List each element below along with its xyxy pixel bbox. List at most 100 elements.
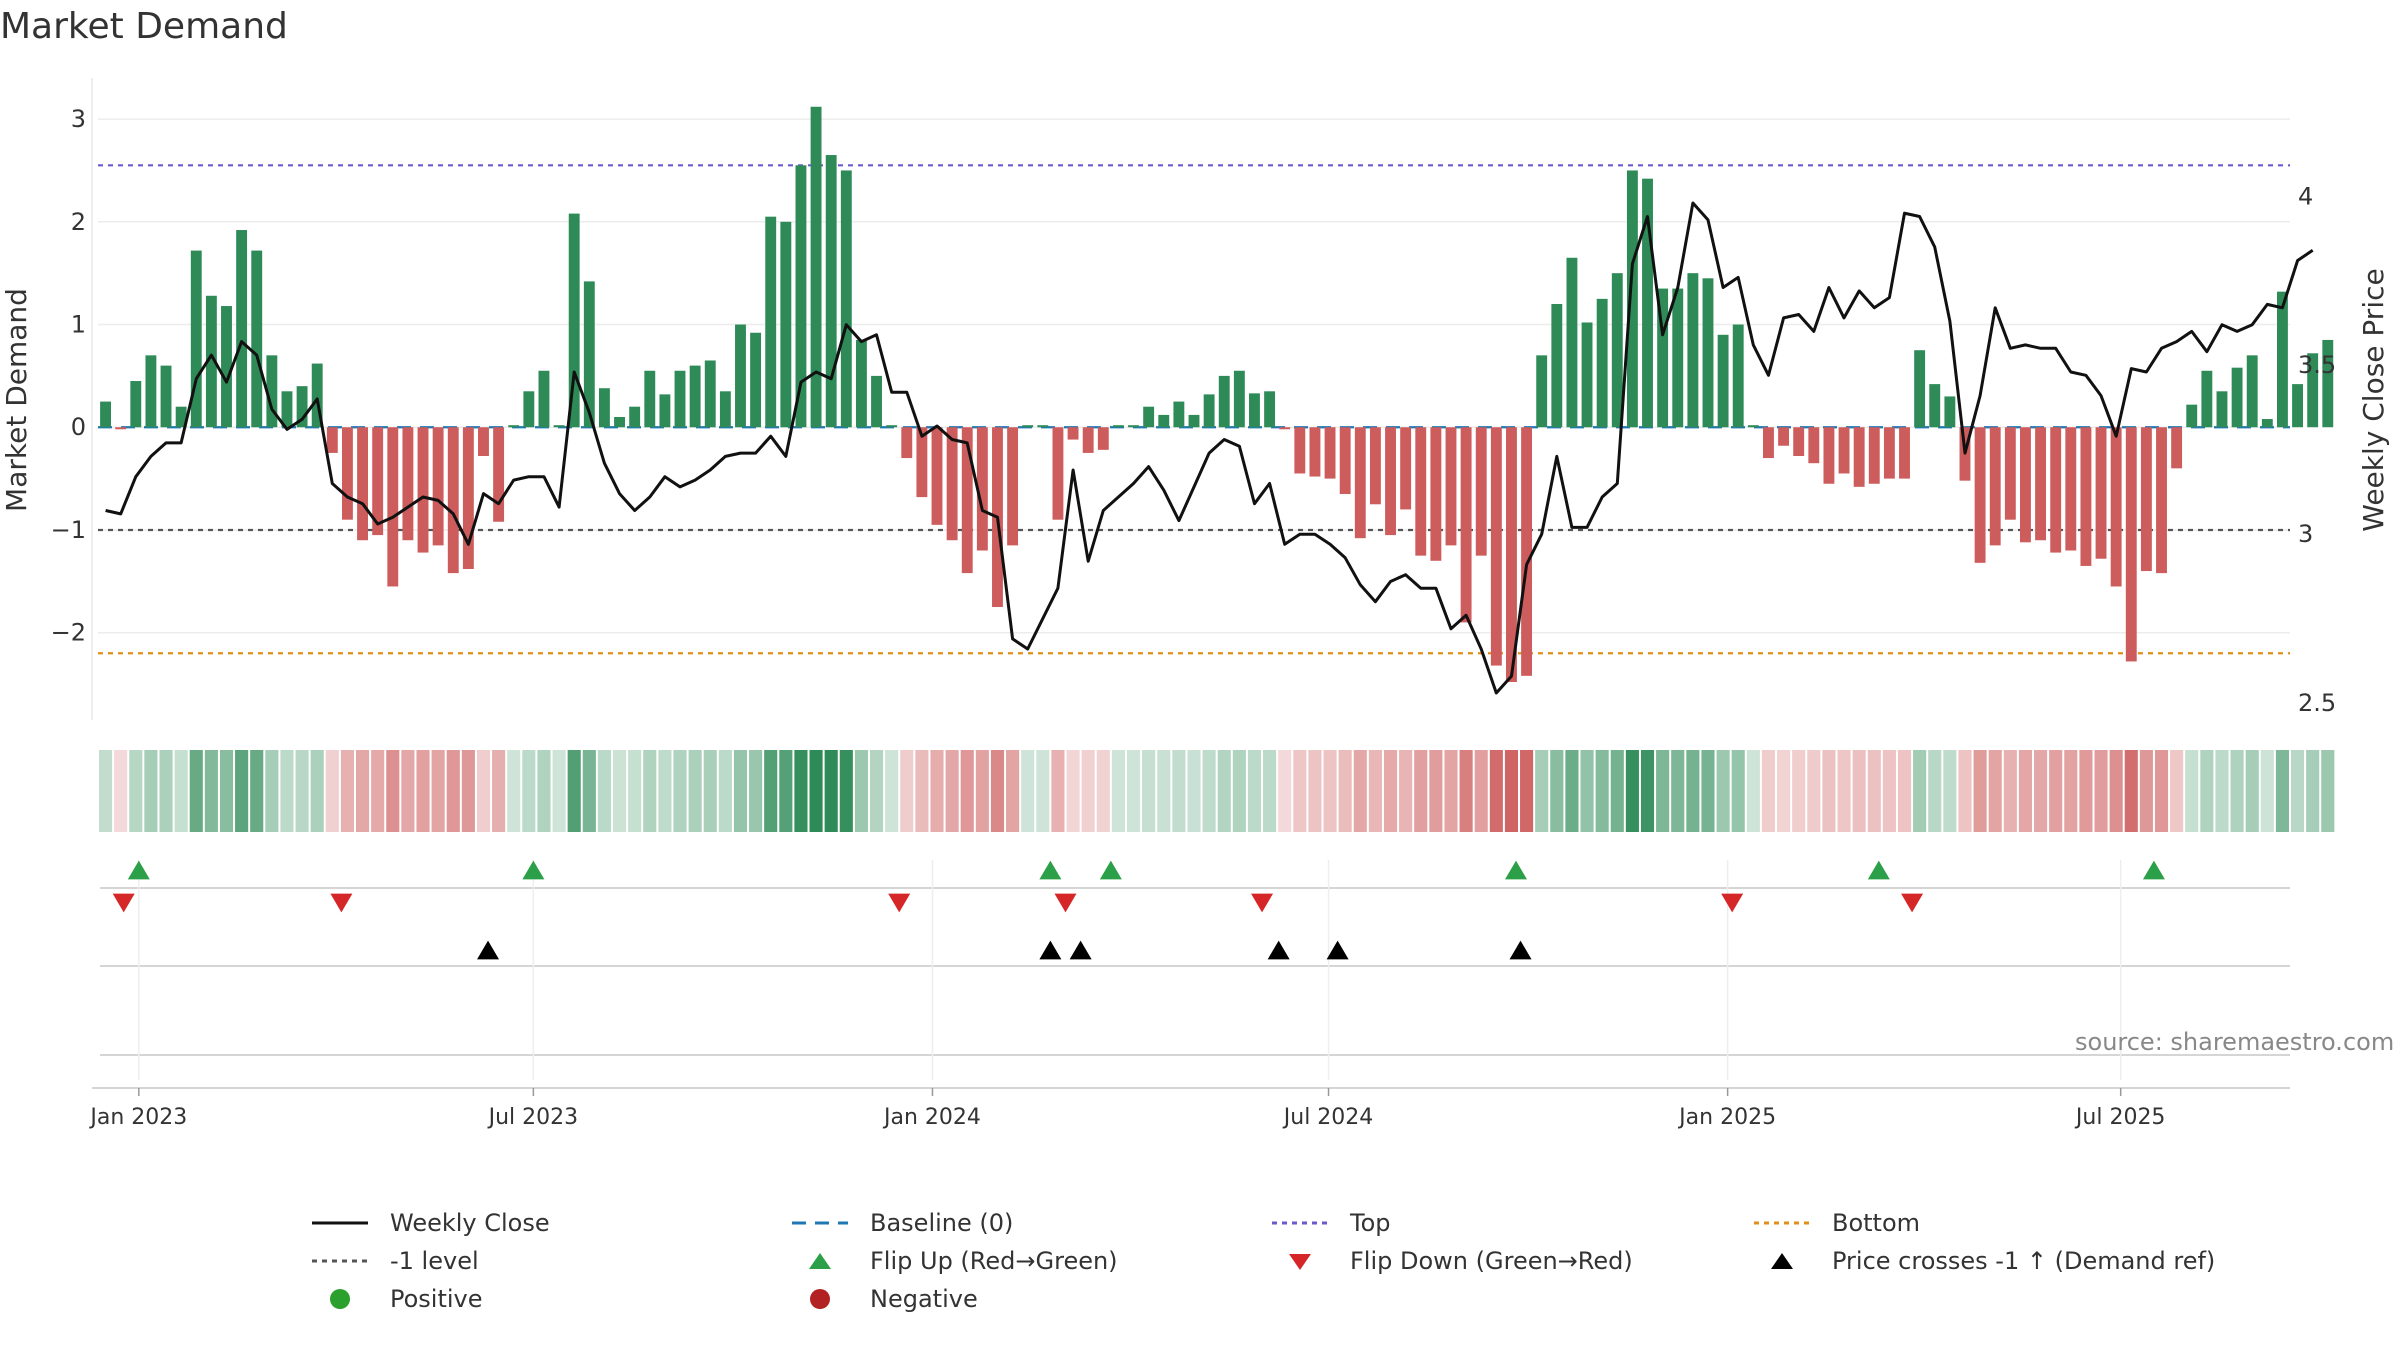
heat-cell bbox=[1928, 750, 1942, 832]
demand-bar bbox=[1249, 393, 1260, 428]
heat-cell bbox=[628, 750, 642, 832]
left-tick-label: 3 bbox=[71, 105, 86, 133]
demand-bar bbox=[2110, 427, 2122, 587]
event-markers bbox=[92, 860, 2290, 1096]
heat-cell bbox=[340, 750, 354, 832]
heat-cell bbox=[809, 750, 823, 832]
heat-cell bbox=[1837, 750, 1851, 832]
demand-bar bbox=[2095, 427, 2107, 559]
demand-bar bbox=[1354, 427, 1366, 539]
heat-cell bbox=[1520, 750, 1534, 832]
demand-bar bbox=[553, 425, 565, 428]
demand-bar bbox=[2322, 339, 2334, 428]
demand-bar bbox=[1702, 278, 1714, 428]
heat-cell bbox=[1716, 750, 1730, 832]
demand-bar bbox=[1868, 427, 1880, 484]
demand-bar bbox=[281, 391, 293, 428]
heat-cell bbox=[2154, 750, 2169, 832]
demand-bar bbox=[1763, 427, 1774, 459]
demand-bar bbox=[2246, 355, 2258, 428]
heat-cell bbox=[1126, 750, 1141, 832]
heat-cell bbox=[1323, 750, 1337, 832]
market-demand-chart: Market Demand 3 2 1 0 −1 −2 4 3.5 3 2.5 Jan 2023 Ju… bbox=[0, 6, 2394, 1130]
demand-bar bbox=[175, 406, 187, 428]
heat-cell bbox=[1897, 750, 1912, 832]
heat-cell bbox=[1610, 750, 1624, 832]
demand-bar bbox=[1793, 427, 1805, 457]
demand-bar bbox=[916, 427, 928, 498]
heat-cell bbox=[144, 750, 158, 832]
heat-cell bbox=[1701, 750, 1715, 832]
heat-cell bbox=[2018, 750, 2033, 832]
demand-bar bbox=[2292, 384, 2304, 428]
demand-bar bbox=[1778, 427, 1790, 446]
legend-swatch-icon bbox=[312, 1259, 368, 1263]
heat-cell bbox=[1006, 750, 1020, 832]
demand-bar bbox=[871, 375, 882, 428]
demand-bar bbox=[1747, 425, 1759, 428]
weekly-close-line bbox=[105, 201, 2314, 695]
demand-bar bbox=[1430, 427, 1442, 561]
heat-cell bbox=[1232, 750, 1246, 832]
price-cross-marker bbox=[1509, 940, 1532, 960]
demand-bar bbox=[855, 339, 867, 428]
heat-cell bbox=[2049, 750, 2063, 832]
x-tick-label: Jan 2025 bbox=[1677, 1105, 1776, 1130]
heat-cell bbox=[1943, 750, 1957, 832]
heat-cell bbox=[507, 750, 521, 832]
legend-item: Top bbox=[1270, 1205, 1391, 1241]
heat-cell bbox=[1822, 750, 1836, 832]
heat-cell bbox=[1550, 750, 1564, 832]
legend-item: -1 level bbox=[310, 1243, 479, 1279]
heat-cell bbox=[1111, 750, 1125, 832]
demand-bar bbox=[1672, 288, 1684, 428]
heat-cell bbox=[2139, 750, 2153, 832]
heat-cell bbox=[2215, 750, 2229, 832]
heat-cell bbox=[915, 750, 929, 832]
heat-cell bbox=[1565, 750, 1579, 832]
demand-bar bbox=[1203, 394, 1215, 428]
heat-cell bbox=[492, 750, 506, 832]
heat-cell bbox=[869, 750, 884, 832]
legend-label: Baseline (0) bbox=[870, 1209, 1014, 1237]
demand-bar bbox=[1642, 178, 1653, 428]
price-cross-marker bbox=[1267, 940, 1290, 960]
price-cross-marker bbox=[1326, 940, 1349, 960]
heat-cell bbox=[597, 750, 611, 832]
legend-swatch-icon bbox=[1771, 1253, 1793, 1269]
heat-cell bbox=[2245, 750, 2259, 832]
left-tick-label: 1 bbox=[71, 311, 86, 339]
heat-cell bbox=[643, 750, 657, 832]
heat-cell bbox=[1640, 750, 1655, 832]
heat-cell bbox=[1746, 750, 1760, 832]
demand-bar bbox=[1385, 427, 1396, 536]
legend-item: Flip Down (Green→Red) bbox=[1270, 1243, 1633, 1279]
heat-cell bbox=[2003, 750, 2017, 832]
flip-up-marker bbox=[522, 860, 545, 880]
left-tick-label: −1 bbox=[51, 516, 86, 544]
legend-swatch-icon bbox=[1754, 1221, 1810, 1225]
demand-bar bbox=[568, 213, 580, 428]
heat-cell bbox=[1172, 750, 1186, 832]
heat-cell bbox=[1656, 750, 1670, 832]
heat-cell bbox=[1958, 750, 1972, 832]
heat-cell bbox=[310, 750, 324, 832]
heat-cell bbox=[1368, 750, 1382, 832]
heat-cell bbox=[1761, 750, 1776, 832]
demand-bar bbox=[190, 250, 202, 428]
heat-cell bbox=[1353, 750, 1367, 832]
heat-cell bbox=[1096, 750, 1110, 832]
heat-cell bbox=[1444, 750, 1458, 832]
legend-label: Negative bbox=[870, 1285, 978, 1313]
heat-cell bbox=[1595, 750, 1609, 832]
heat-cell bbox=[2034, 750, 2048, 832]
flip-up-marker bbox=[2142, 860, 2165, 880]
demand-bar bbox=[1052, 427, 1064, 520]
legend-label: Weekly Close bbox=[390, 1209, 550, 1237]
demand-bar bbox=[1687, 273, 1699, 428]
demand-bar bbox=[251, 250, 263, 428]
heat-cell bbox=[2321, 750, 2335, 832]
heat-cell bbox=[1051, 750, 1065, 832]
heat-cell bbox=[446, 750, 460, 832]
legend-swatch-icon bbox=[1272, 1221, 1328, 1225]
